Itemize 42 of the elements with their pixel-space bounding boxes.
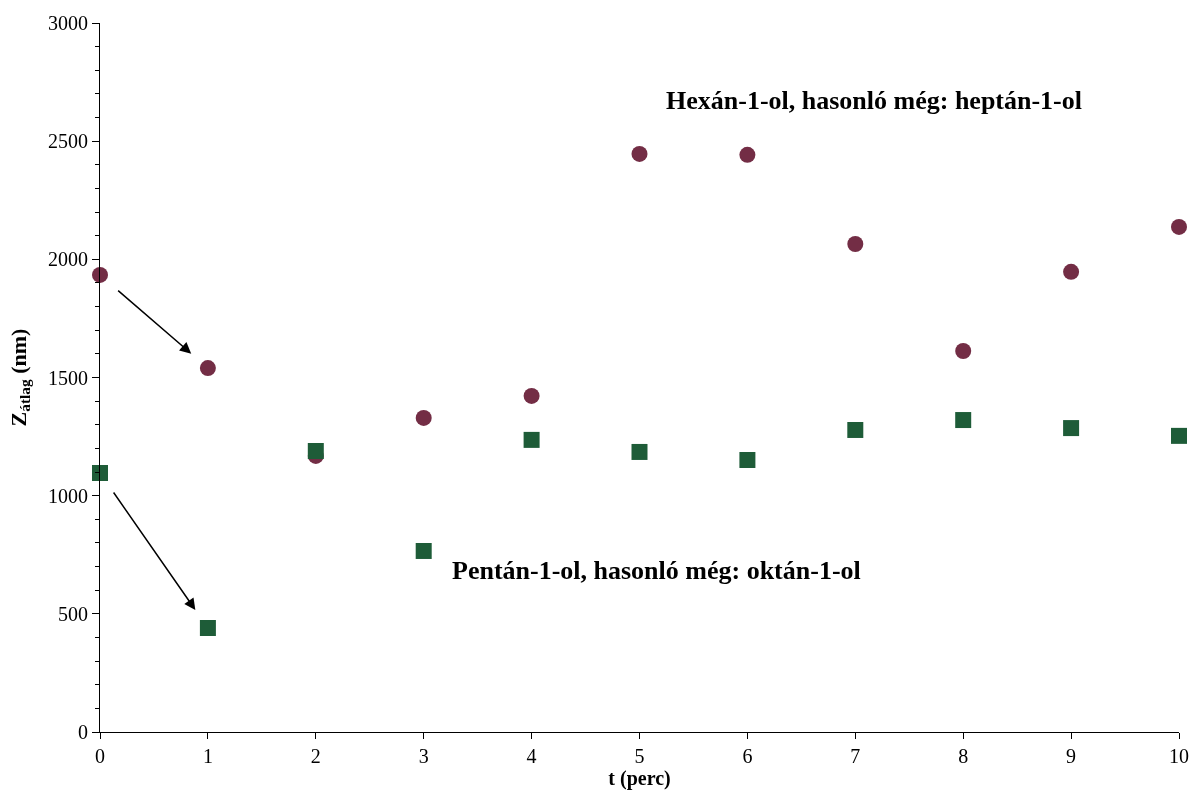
- point: [1063, 263, 1080, 280]
- y-tick-label: 2500: [48, 130, 88, 153]
- point: [523, 387, 540, 404]
- x-tick-label: 8: [958, 745, 969, 767]
- point: [1063, 420, 1080, 437]
- point: [847, 421, 864, 438]
- y-tick-label: 500: [58, 602, 88, 625]
- y-tick-label: 1500: [48, 366, 88, 389]
- x-tick-label: 2: [310, 745, 321, 767]
- x-tick-label: 1: [202, 745, 213, 767]
- y-tick-label: 2000: [48, 248, 88, 271]
- point: [631, 443, 648, 460]
- y-tick-label: 3000: [48, 12, 88, 34]
- point: [199, 360, 216, 377]
- x-tick-label: 9: [1066, 745, 1077, 767]
- point: [415, 542, 432, 559]
- x-tick-label: 5: [634, 745, 645, 767]
- point: [955, 412, 972, 429]
- point: [307, 443, 324, 459]
- point: [631, 145, 648, 162]
- point: [415, 409, 432, 426]
- x-tick-label: 7: [850, 745, 861, 767]
- x-tick-label: 3: [418, 745, 429, 767]
- point: [523, 431, 540, 448]
- point: [739, 146, 756, 163]
- point: [955, 343, 972, 360]
- point: [92, 266, 108, 283]
- x-axis-title: t (perc): [608, 767, 671, 790]
- x-tick-label: 4: [526, 745, 537, 767]
- annotation: Pentán-1-ol, hasonló még: oktán-1-ol: [452, 556, 861, 585]
- point: [847, 235, 864, 252]
- point: [739, 451, 756, 468]
- y-tick-label: 1000: [48, 484, 88, 507]
- annotation: Hexán-1-ol, hasonló még: heptán-1-ol: [666, 86, 1082, 115]
- x-tick-label: 0: [95, 745, 105, 767]
- y-tick-label: 0: [78, 721, 88, 743]
- x-tick-label: 10: [1169, 745, 1189, 767]
- point: [1171, 218, 1187, 235]
- x-tick-label: 6: [742, 745, 753, 767]
- point: [199, 620, 216, 637]
- point: [1171, 427, 1187, 444]
- point: [92, 464, 108, 481]
